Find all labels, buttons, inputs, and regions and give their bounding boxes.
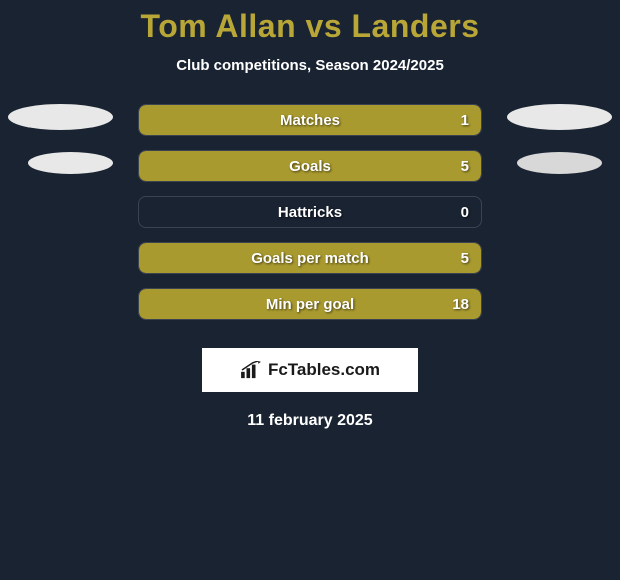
stat-label: Goals	[139, 151, 481, 181]
chart-icon	[240, 361, 262, 379]
stat-label: Hattricks	[139, 197, 481, 227]
stat-row: Min per goal18	[138, 288, 482, 320]
stat-label: Goals per match	[139, 243, 481, 273]
stat-row: Matches1	[138, 104, 482, 136]
stat-rows: Matches1Goals5Hattricks0Goals per match5…	[138, 104, 482, 320]
stat-label: Min per goal	[139, 289, 481, 319]
player-right-placeholder-1	[507, 104, 612, 130]
player-left-placeholder-2	[28, 152, 113, 174]
stat-row: Goals per match5	[138, 242, 482, 274]
player-right-placeholder-2	[517, 152, 602, 174]
player-left-placeholder-1	[8, 104, 113, 130]
stat-value: 5	[461, 243, 469, 273]
page-title: Tom Allan vs Landers	[0, 8, 620, 45]
date-label: 11 february 2025	[0, 412, 620, 430]
stat-row: Goals5	[138, 150, 482, 182]
stats-area: Matches1Goals5Hattricks0Goals per match5…	[0, 104, 620, 320]
logo-text: FcTables.com	[268, 360, 380, 380]
comparison-widget: Tom Allan vs Landers Club competitions, …	[0, 0, 620, 430]
page-subtitle: Club competitions, Season 2024/2025	[0, 57, 620, 74]
stat-value: 1	[461, 105, 469, 135]
fctables-logo[interactable]: FcTables.com	[202, 348, 418, 392]
stat-value: 5	[461, 151, 469, 181]
stat-row: Hattricks0	[138, 196, 482, 228]
stat-label: Matches	[139, 105, 481, 135]
stat-value: 0	[461, 197, 469, 227]
stat-value: 18	[452, 289, 469, 319]
